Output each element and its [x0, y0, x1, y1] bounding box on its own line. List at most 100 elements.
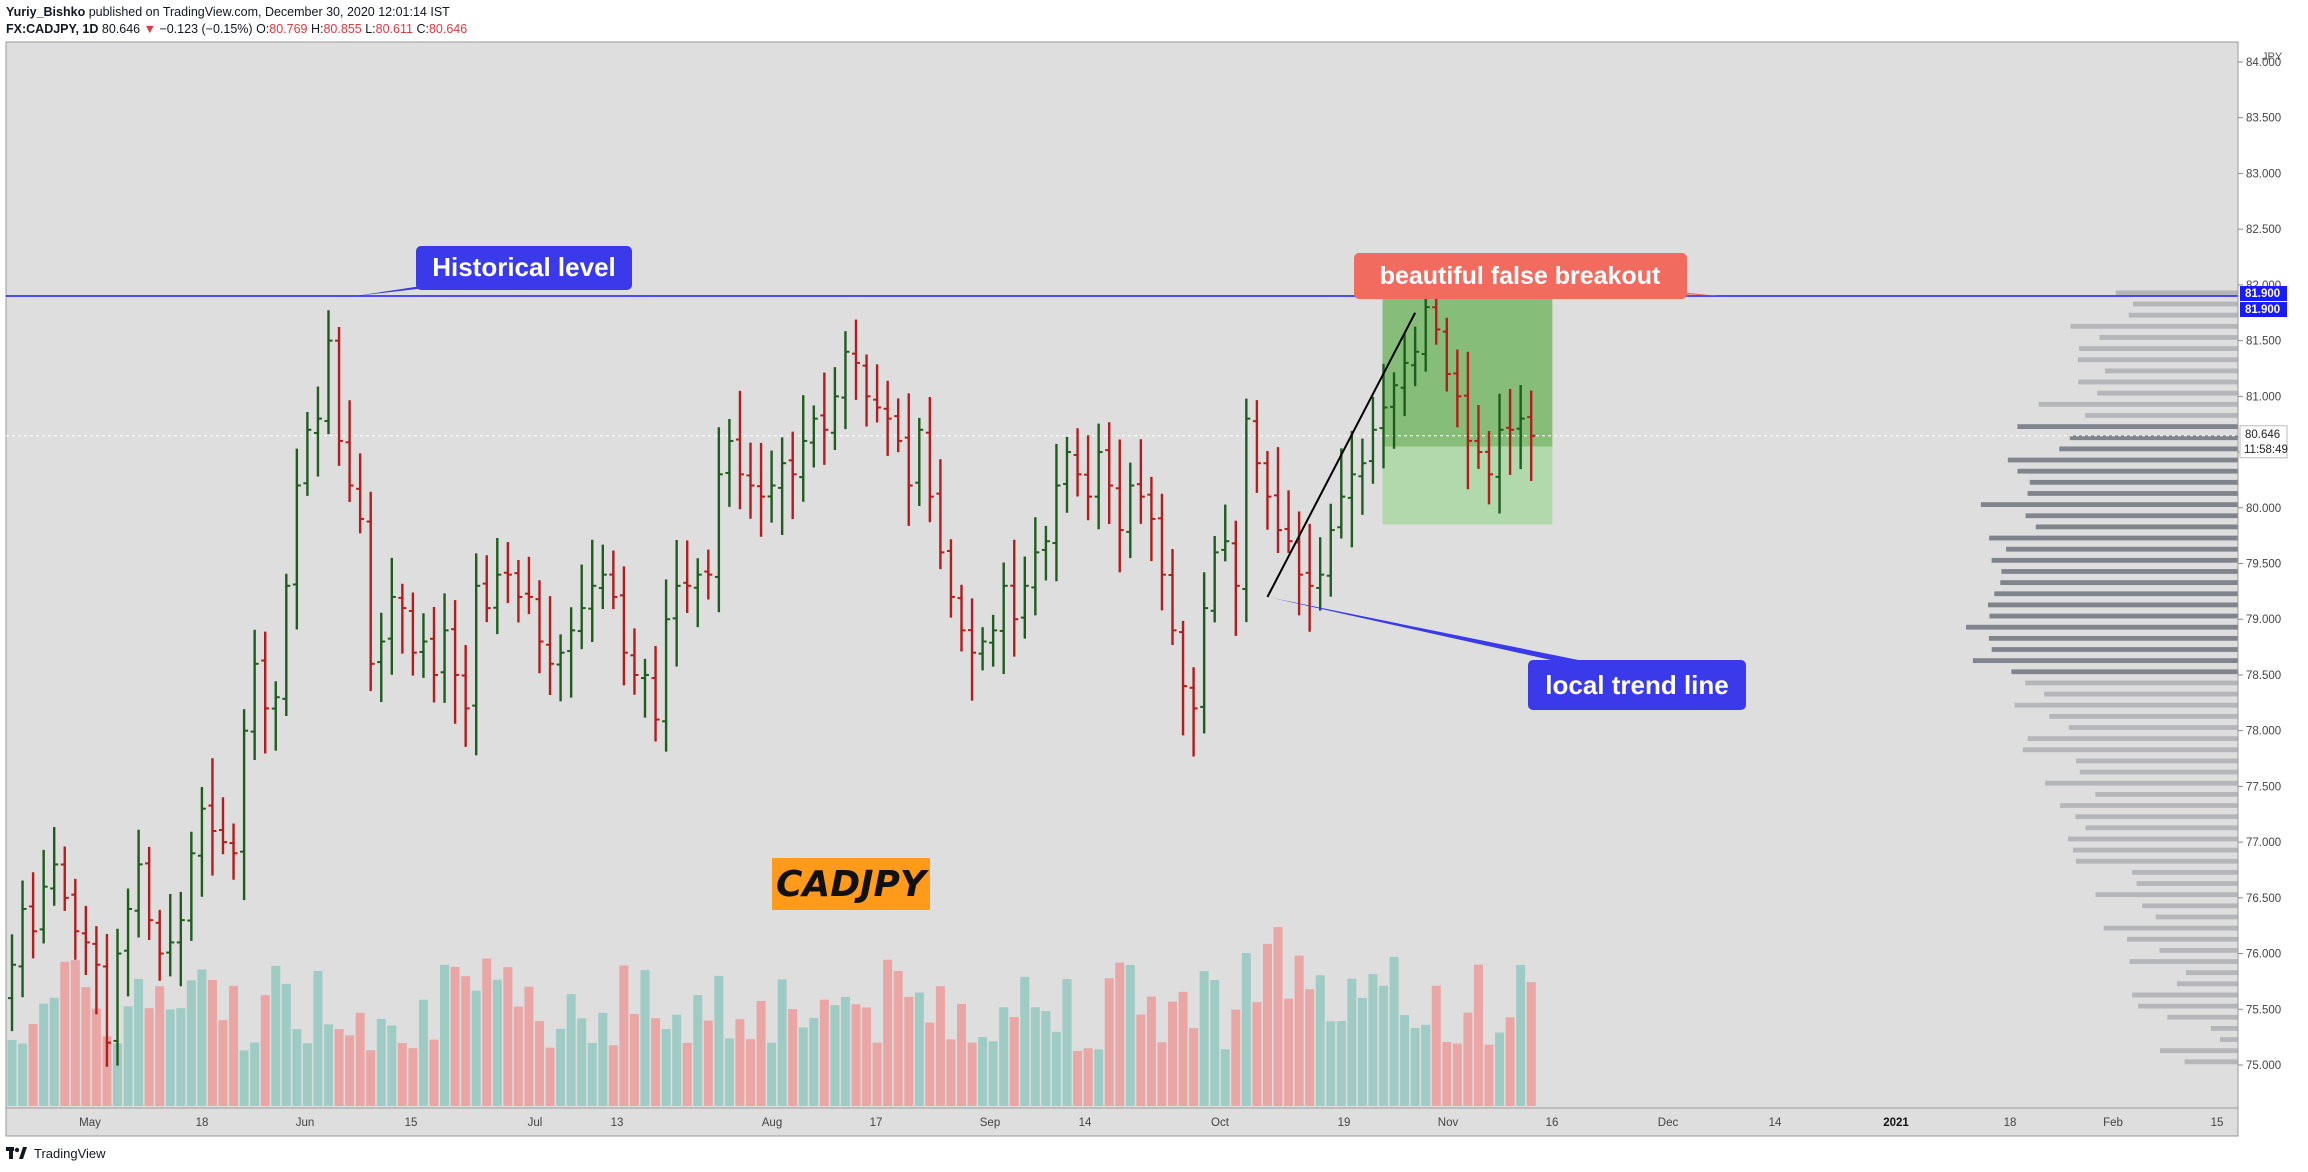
volume-bar [978, 1037, 988, 1106]
volume-bar [672, 1014, 682, 1106]
volume-profile-row [2079, 346, 2238, 351]
last-price-tag-label: 80.646 [2245, 429, 2280, 441]
volume-profile-row [2060, 803, 2238, 808]
ohlc-bars [8, 282, 1536, 1067]
volume-bar [155, 986, 165, 1106]
volume-bar [1326, 1021, 1336, 1106]
chart-frame [5, 41, 2239, 1137]
volume-profile-row [2159, 947, 2238, 953]
time-tick-label: 17 [870, 1117, 883, 1129]
price-tick-label: 82.500 [2246, 224, 2281, 236]
price-tick-label: 79.500 [2246, 559, 2281, 571]
price-tick-label: 83.000 [2246, 168, 2281, 180]
brand-name[interactable]: TradingView [34, 1146, 106, 1161]
time-tick-label: 16 [1546, 1117, 1559, 1129]
open-value: 80.769 [269, 22, 308, 36]
volume-bar [239, 1050, 249, 1106]
volume-bar [883, 959, 893, 1106]
volume-profile-row [2132, 992, 2238, 998]
time-axis[interactable]: May 18 Jun 15 Jul 13 Aug 17 Sep 14 Oct 19 Nov 16 Dec 14… [79, 1117, 2223, 1129]
volume-bar [1220, 1049, 1230, 1106]
level-price-tag[interactable] [2240, 302, 2287, 318]
volume-bar [471, 990, 481, 1106]
volume-bar [925, 1022, 935, 1106]
volume-profile-row [1966, 624, 2238, 630]
volume-profile-row [1980, 502, 2238, 508]
volume-bar [1168, 1001, 1177, 1106]
volume-bar [503, 967, 513, 1106]
volume-profile-row [2210, 1025, 2238, 1031]
volume-bar [113, 1043, 122, 1106]
volume-bar [1020, 976, 1030, 1106]
volume-profile-row [1987, 602, 2238, 608]
annotations[interactable]: Historical level beautiful false breakout… [355, 246, 1746, 910]
volume-profile-row [2007, 457, 2238, 463]
volume-bar [1199, 971, 1209, 1106]
volume-bar [1379, 985, 1388, 1106]
volume-bar [1083, 1048, 1093, 1106]
volume-bar [418, 999, 428, 1106]
volume-bar [387, 1025, 397, 1106]
volume-profile-row [2099, 335, 2238, 340]
volume-bar [535, 1021, 544, 1106]
time-tick-label: 13 [611, 1117, 624, 1129]
level-price-tag[interactable] [2240, 286, 2287, 302]
trend-line-callout[interactable] [1528, 660, 1746, 710]
symbol-legend: FX:CADJPY, 1D 80.646 ▼ −0.123 (−0.15%) O… [6, 22, 467, 36]
time-tick-label: 18 [196, 1117, 209, 1129]
volume-bar [144, 1008, 154, 1106]
volume-bar [1104, 978, 1114, 1106]
volume-bar [767, 1042, 777, 1106]
historical-level-callout[interactable] [416, 246, 632, 290]
volume-profile [1966, 290, 2238, 1065]
volume-bar [1473, 964, 1483, 1106]
false-breakout-callout[interactable] [1354, 253, 1687, 299]
volume-bar [292, 1029, 302, 1106]
volume-bar [1262, 943, 1272, 1106]
volume-bar [830, 1005, 840, 1106]
volume-bar [461, 976, 471, 1106]
time-tick-label: Dec [1658, 1117, 1679, 1129]
volume-bar [176, 1008, 186, 1106]
volume-bar [345, 1035, 355, 1106]
volume-bar [302, 1043, 312, 1106]
volume-bar [756, 1000, 766, 1106]
volume-bar [1030, 1007, 1040, 1106]
volume-bar [1400, 1015, 1410, 1106]
price-tick-label: 78.000 [2246, 726, 2281, 738]
volume-bar [1125, 964, 1135, 1106]
level-price-tag-label: 81.900 [2245, 304, 2280, 316]
last-price-tag[interactable] [2239, 425, 2288, 459]
volume-bar [904, 996, 914, 1106]
author-name[interactable]: Yuriy_Bishko [6, 5, 86, 19]
close-label: C: [416, 22, 429, 36]
trend-line[interactable] [1266, 312, 1417, 598]
volume-profile-row [2027, 736, 2238, 742]
price-tick-label: 76.000 [2246, 949, 2281, 961]
volume-profile-row [2095, 791, 2238, 797]
price-axis[interactable]: JPY84.00083.50083.00082.50082.00081.5008… [2238, 51, 2288, 1072]
volume-bar [1357, 997, 1367, 1106]
false-breakout-label: beautiful false breakout [1380, 262, 1661, 290]
volume-bar [556, 1028, 566, 1106]
symbol-callout[interactable] [772, 858, 930, 910]
volume-bar [967, 1042, 977, 1106]
price-axis-unit: JPY [2262, 51, 2283, 63]
historical-level-label: Historical level [432, 252, 616, 282]
volume-bar [661, 1029, 671, 1106]
price-tick-label: 81.500 [2246, 336, 2281, 348]
volume-bar [651, 1018, 661, 1106]
volume-bar [1231, 1009, 1241, 1106]
volume-bar [1495, 1032, 1505, 1106]
volume-bar [577, 1018, 587, 1106]
volume-bar [1315, 975, 1325, 1106]
volume-bar [1505, 1017, 1515, 1106]
symbol-name[interactable]: FX:CADJPY, 1D [6, 22, 99, 36]
volume-bar [165, 1009, 175, 1106]
price-tick-label: 76.500 [2246, 893, 2281, 905]
volume-bar [1336, 1021, 1346, 1106]
time-tick-label: Sep [980, 1117, 1000, 1129]
volume-bar [1189, 1028, 1199, 1106]
tradingview-logo-icon[interactable] [6, 1147, 28, 1160]
